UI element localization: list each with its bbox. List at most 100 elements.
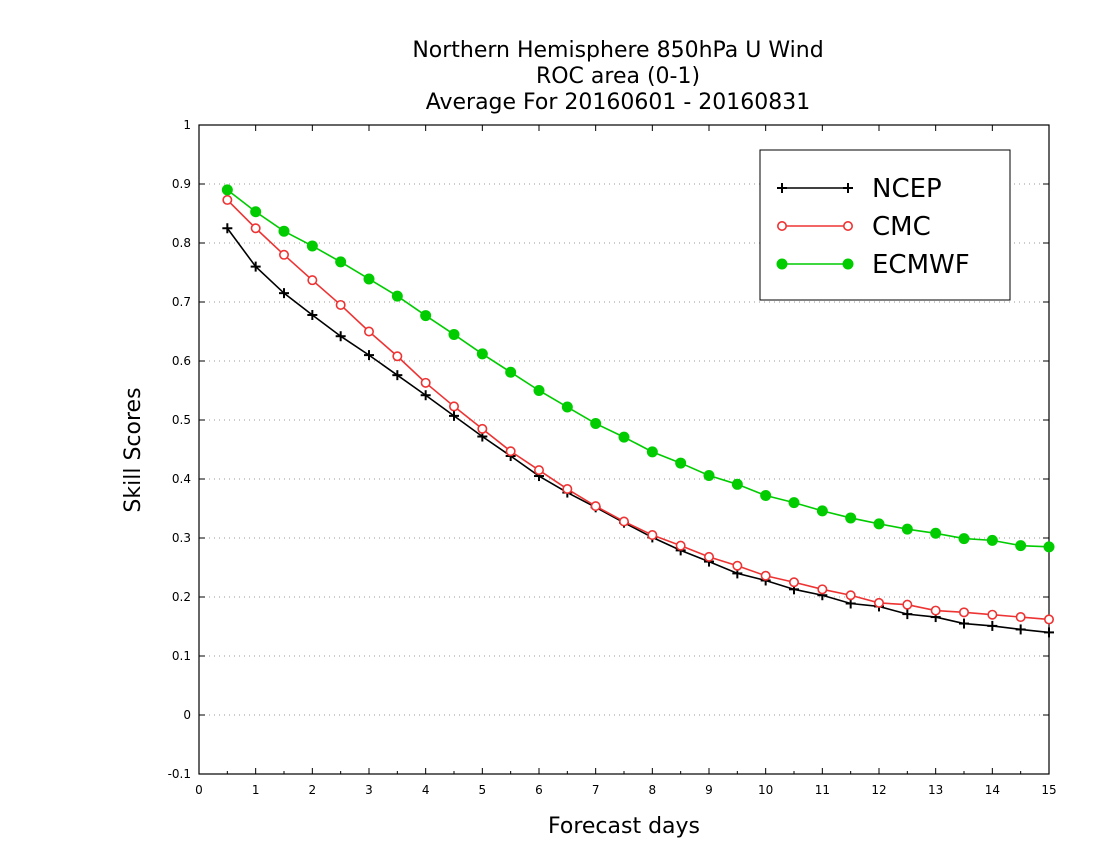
data-point-ncep — [222, 223, 233, 234]
data-point-cmc — [392, 351, 403, 362]
x-tick-label: 8 — [649, 783, 657, 797]
data-point-cmc — [307, 275, 318, 286]
x-tick-label: 1 — [252, 783, 260, 797]
data-point-ncep — [1044, 627, 1054, 638]
data-point-ecmwf — [533, 385, 545, 396]
x-tick-label: 0 — [195, 783, 203, 797]
data-point-ecmwf — [306, 240, 318, 252]
data-point-ncep — [987, 620, 998, 631]
y-tick-label: 0.4 — [172, 472, 191, 486]
legend-marker-ncep — [843, 183, 853, 193]
data-point-ncep — [420, 390, 431, 401]
chart-title-line-3: Average For 20160601 - 20160831 — [426, 90, 811, 115]
data-point-ecmwf — [476, 348, 488, 360]
y-tick-label: 0.9 — [172, 177, 191, 191]
x-axis-ticks: 0 1 2 3 4 5 6 7 8 9 10 11 12 13 14 15 — [195, 125, 1057, 797]
y-tick-label: 0.5 — [172, 413, 191, 427]
data-point-ncep — [392, 370, 403, 381]
data-point-ncep — [307, 309, 318, 320]
data-point-cmc — [817, 584, 828, 595]
series-layer — [221, 184, 1055, 638]
data-point-cmc — [477, 423, 488, 434]
data-point-ecmwf — [646, 446, 658, 458]
x-tick-label: 5 — [479, 783, 487, 797]
data-point-cmc — [278, 249, 289, 260]
data-point-cmc — [788, 577, 799, 588]
data-point-cmc — [562, 484, 573, 495]
data-point-cmc — [1015, 612, 1026, 623]
y-tick-label: 0.7 — [172, 295, 191, 309]
series-ecmwf — [221, 184, 1055, 553]
data-point-cmc — [618, 516, 629, 527]
data-point-cmc — [845, 590, 856, 601]
data-point-cmc — [222, 194, 233, 205]
legend: NCEP CMC ECMWF — [759, 149, 1011, 301]
data-point-cmc — [675, 540, 686, 551]
y-axis-ticks: -0.1 0 0.1 0.2 0.3 0.4 0.5 0.6 0.7 0.8 0.9 1 — [168, 118, 1049, 781]
legend-entry-cmc: CMC — [776, 212, 931, 242]
data-point-ecmwf — [335, 256, 347, 268]
x-tick-label: 7 — [592, 783, 600, 797]
data-point-cmc — [703, 551, 714, 562]
legend-entry-ecmwf: ECMWF — [776, 250, 970, 280]
data-point-ecmwf — [505, 366, 517, 378]
data-point-ecmwf — [420, 310, 432, 322]
data-point-ncep — [902, 609, 913, 620]
y-tick-label: -0.1 — [168, 767, 191, 781]
data-point-ncep — [250, 261, 261, 272]
data-point-cmc — [760, 570, 771, 581]
y-tick-label: 1 — [183, 118, 191, 132]
data-point-cmc — [420, 377, 431, 388]
data-point-ecmwf — [250, 206, 262, 218]
y-tick-label: 0.3 — [172, 531, 191, 545]
legend-label-ecmwf: ECMWF — [872, 250, 970, 280]
data-point-ecmwf — [448, 328, 460, 340]
series-cmc — [222, 194, 1055, 625]
data-point-cmc — [873, 597, 884, 608]
y-tick-label: 0.1 — [172, 649, 191, 663]
data-point-ecmwf — [986, 534, 998, 546]
legend-label-cmc: CMC — [872, 212, 931, 242]
legend-box — [759, 149, 1011, 301]
data-point-cmc — [647, 530, 658, 541]
data-point-ecmwf — [391, 290, 403, 302]
data-point-ecmwf — [675, 457, 687, 469]
data-point-cmc — [732, 560, 743, 571]
data-point-ecmwf — [760, 490, 772, 502]
data-point-ecmwf — [731, 478, 743, 490]
data-point-ncep — [449, 410, 459, 421]
data-point-ecmwf — [930, 527, 942, 539]
legend-label-ncep: NCEP — [872, 174, 942, 204]
data-point-cmc — [363, 326, 374, 337]
x-tick-label: 2 — [309, 783, 317, 797]
data-point-ncep — [335, 331, 346, 342]
data-point-ecmwf — [363, 273, 375, 285]
data-point-cmc — [958, 607, 969, 618]
data-point-ncep — [279, 288, 289, 299]
data-point-cmc — [505, 446, 516, 457]
data-point-ecmwf — [816, 505, 828, 517]
data-point-cmc — [987, 609, 998, 620]
x-tick-label: 13 — [928, 783, 943, 797]
chart-title: Northern Hemisphere 850hPa U Wind ROC ar… — [412, 38, 823, 115]
y-tick-label: 0.6 — [172, 354, 191, 368]
data-point-ncep — [364, 350, 374, 361]
data-point-cmc — [448, 401, 459, 412]
x-tick-label: 15 — [1041, 783, 1056, 797]
data-point-cmc — [335, 299, 346, 310]
chart-title-line-1: Northern Hemisphere 850hPa U Wind — [412, 38, 823, 63]
data-point-ecmwf — [788, 497, 800, 509]
data-point-cmc — [930, 605, 941, 616]
x-tick-label: 3 — [365, 783, 373, 797]
legend-marker-cmc — [776, 221, 787, 232]
y-tick-label: 0.8 — [172, 236, 191, 250]
data-point-ecmwf — [1015, 540, 1027, 552]
y-tick-label: 0 — [183, 708, 191, 722]
x-tick-label: 10 — [758, 783, 773, 797]
legend-marker-ncep — [777, 183, 787, 193]
x-axis-label: Forecast days — [548, 814, 700, 839]
y-axis-label: Skill Scores — [121, 387, 146, 512]
x-tick-label: 14 — [985, 783, 1000, 797]
data-point-cmc — [533, 465, 544, 476]
